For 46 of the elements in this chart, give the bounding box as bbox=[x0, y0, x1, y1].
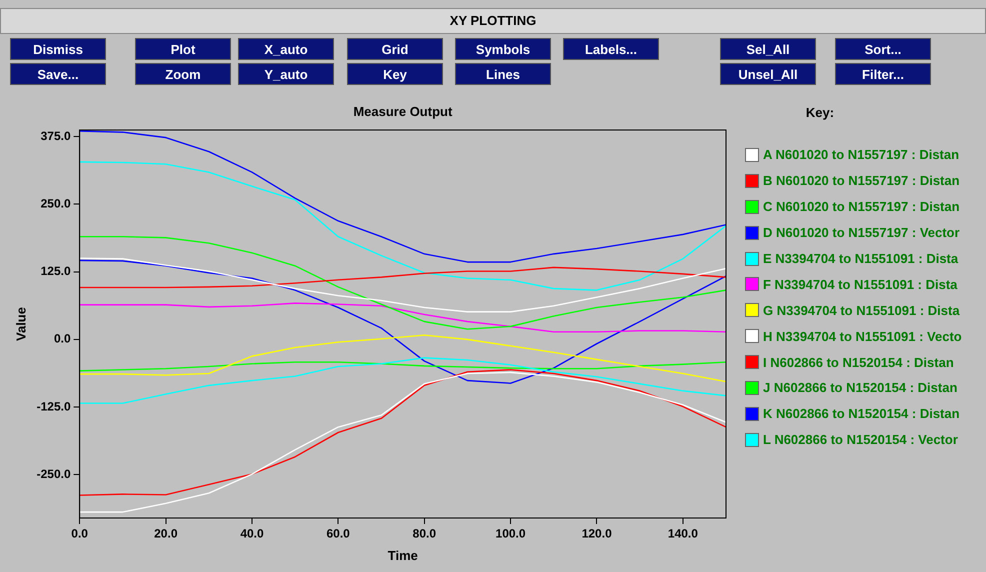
y-tick-label: -250.0 bbox=[36, 467, 71, 482]
text: Symbols bbox=[455, 38, 551, 60]
legend-label: C N601020 to N1557197 : Distan bbox=[763, 199, 960, 214]
text: Grid bbox=[347, 38, 443, 60]
legend-label: E N3394704 to N1551091 : Dista bbox=[763, 251, 958, 266]
legend-label: G N3394704 to N1551091 : Dista bbox=[763, 302, 960, 318]
x-tick-label: 120.0 bbox=[582, 526, 612, 541]
text: Unsel_All bbox=[720, 63, 816, 85]
text: Filter... bbox=[835, 63, 931, 85]
legend-title: Key: bbox=[804, 105, 836, 120]
text: Y_auto bbox=[238, 63, 334, 85]
x-tick-label: 100.0 bbox=[496, 526, 526, 541]
x-axis-title: Time bbox=[388, 548, 418, 563]
text: Dismiss bbox=[10, 38, 106, 60]
x-tick-label: 20.0 bbox=[154, 526, 178, 541]
text: X_auto bbox=[238, 38, 334, 60]
y-tick-label: 125.0 bbox=[40, 264, 71, 278]
text: Labels... bbox=[563, 38, 659, 60]
text: Zoom bbox=[135, 63, 231, 85]
legend-label: J N602866 to N1520154 : Distan bbox=[763, 380, 958, 396]
text: Save... bbox=[10, 63, 106, 85]
legend-label: K N602866 to N1520154 : Distan bbox=[763, 406, 960, 422]
text: Sel_All bbox=[720, 38, 816, 60]
y-tick-label: -125.0 bbox=[36, 399, 71, 414]
legend-label: D N601020 to N1557197 : Vector bbox=[763, 225, 960, 240]
y-axis-title: Value bbox=[13, 307, 28, 341]
text: Sort... bbox=[835, 38, 931, 60]
x-tick-label: 80.0 bbox=[412, 526, 436, 541]
y-tick-label: 0.0 bbox=[54, 332, 71, 346]
text: Lines bbox=[455, 63, 551, 85]
legend-label: I N602866 to N1520154 : Distan bbox=[763, 354, 954, 370]
x-tick-label: 140.0 bbox=[668, 526, 698, 541]
legend-label: H N3394704 to N1551091 : Vecto bbox=[763, 328, 962, 344]
legend-label: B N601020 to N1557197 : Distan bbox=[763, 173, 960, 188]
text: Plot bbox=[135, 38, 231, 60]
legend-label: A N601020 to N1557197 : Distan bbox=[763, 147, 960, 162]
legend-label: L N602866 to N1520154 : Vector bbox=[763, 432, 958, 448]
text: XY PLOTTING bbox=[0, 8, 986, 34]
x-tick-label: 40.0 bbox=[240, 526, 264, 541]
x-tick-label: 60.0 bbox=[326, 526, 350, 541]
x-tick-label: 0.0 bbox=[71, 526, 88, 541]
y-tick-label: 375.0 bbox=[40, 128, 71, 143]
y-tick-label: 250.0 bbox=[40, 196, 71, 210]
legend-label: F N3394704 to N1551091 : Dista bbox=[763, 276, 958, 292]
chart-title: Measure Output bbox=[353, 104, 453, 119]
text: Key bbox=[347, 63, 443, 85]
